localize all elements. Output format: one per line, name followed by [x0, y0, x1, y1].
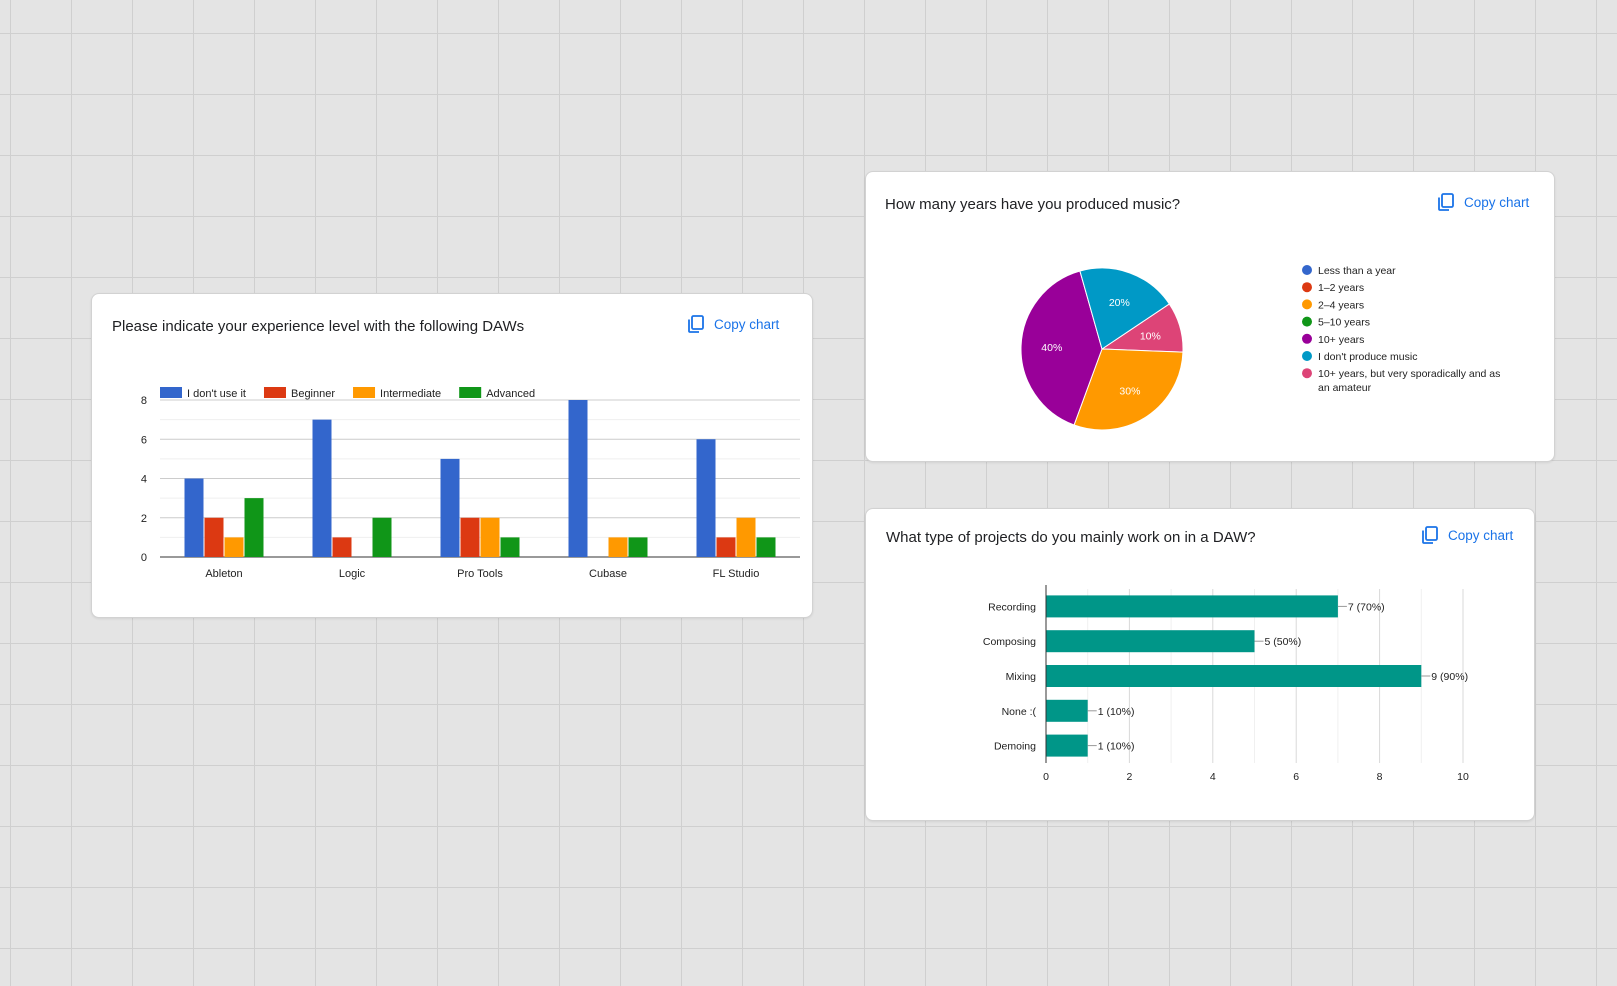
copy-chart-label: Copy chart: [1448, 527, 1514, 543]
bar: [736, 517, 756, 557]
years-producing-chart: 10% 30% 40% 20% Less than a year 1–2 years 2–4…: [1020, 265, 1500, 431]
pie-slice: [1079, 267, 1170, 350]
bar: [696, 439, 716, 557]
bar: [568, 400, 588, 557]
legend-label-continued: an amateur: [1318, 382, 1372, 394]
legend-label: Intermediate: [380, 388, 441, 400]
legend-label: 10+ years, but very sporadically and as: [1318, 368, 1500, 380]
bar: [332, 537, 352, 557]
legend-dot: [1302, 368, 1312, 379]
bar: [372, 517, 392, 557]
bar: [312, 419, 332, 557]
legend-label: I don't use it: [187, 388, 246, 400]
x-tick-label: Pro Tools: [457, 568, 503, 580]
legend-label: Less than a year: [1318, 265, 1396, 277]
pie-slice: [1020, 270, 1103, 426]
y-tick-label: 4: [141, 474, 147, 486]
bar: [480, 517, 500, 557]
project-types-card: What type of projects do you mainly work…: [865, 508, 1535, 821]
project-types-chart: 0 2 4 6 8 10 7 (70%) Recording 5 (50%) Composing 9…: [983, 585, 1469, 783]
y-category-label: Mixing: [1006, 671, 1037, 683]
bar: [204, 517, 224, 557]
x-tick-label: Cubase: [589, 568, 627, 580]
legend-label: 10+ years: [1318, 334, 1364, 346]
project-types-title: What type of projects do you mainly work…: [886, 529, 1256, 546]
bar: [1046, 630, 1255, 653]
legend-dot: [1302, 265, 1312, 275]
bar: [1046, 595, 1338, 618]
copy-icon: [1436, 192, 1456, 212]
bar: [608, 537, 628, 557]
legend-dot: [1302, 299, 1312, 310]
slice-label: 40%: [1041, 342, 1062, 354]
y-tick-label: 2: [141, 513, 147, 525]
value-label: 1 (10%): [1098, 706, 1135, 718]
daw-experience-chart: 0 2 4 6 8 Ableton Logic Pro Tools Cubase FL Studi…: [141, 387, 800, 580]
slice-label: 20%: [1109, 297, 1130, 309]
copy-chart-button[interactable]: Copy chart: [1420, 525, 1513, 545]
y-tick-label: 0: [141, 552, 147, 564]
bar: [1046, 699, 1088, 722]
x-tick-label: 2: [1126, 771, 1132, 783]
bar: [756, 537, 776, 557]
x-tick-label: Logic: [339, 568, 366, 580]
bar: [440, 458, 460, 557]
legend-label: Advanced: [486, 388, 535, 400]
daw-experience-card: Please indicate your experience level wi…: [91, 293, 813, 618]
daw-experience-title: Please indicate your experience level wi…: [112, 318, 525, 335]
legend-swatch: [353, 387, 376, 398]
legend-dot: [1302, 282, 1312, 293]
legend-swatch: [160, 387, 182, 398]
legend-label: 5–10 years: [1318, 317, 1370, 329]
bar: [244, 498, 264, 557]
bar: [1046, 665, 1422, 687]
legend-dot: [1302, 351, 1312, 361]
copy-chart-button[interactable]: Copy chart: [1436, 192, 1529, 212]
bar: [1046, 734, 1088, 757]
bar: [184, 478, 204, 557]
y-category-label: Recording: [988, 601, 1036, 613]
y-category-label: Composing: [983, 636, 1036, 648]
legend-label: 2–4 years: [1318, 299, 1364, 311]
y-category-label: Demoing: [994, 741, 1036, 753]
slice-label: 30%: [1119, 386, 1140, 398]
bar: [716, 537, 736, 557]
y-category-label: None :(: [1002, 706, 1037, 718]
years-producing-title: How many years have you produced music?: [885, 196, 1181, 213]
copy-chart-label: Copy chart: [1464, 194, 1530, 210]
value-label: 7 (70%): [1348, 601, 1385, 613]
value-label: 9 (90%): [1431, 671, 1468, 683]
value-label: 5 (50%): [1265, 636, 1302, 648]
copy-icon: [686, 314, 706, 334]
pie-slice: [1073, 348, 1184, 431]
bar: [460, 517, 480, 557]
x-tick-label: Ableton: [205, 568, 242, 580]
legend-swatch: [459, 387, 482, 398]
legend-label: I don't produce music: [1318, 351, 1417, 363]
slice-label: 10%: [1140, 330, 1161, 342]
copy-icon: [1420, 525, 1440, 545]
legend-label: 1–2 years: [1318, 282, 1364, 294]
legend-dot: [1302, 316, 1312, 327]
years-producing-card: How many years have you produced music? …: [865, 171, 1555, 462]
copy-chart-label: Copy chart: [714, 316, 780, 332]
legend-swatch: [263, 387, 286, 398]
x-tick-label: 6: [1293, 771, 1299, 783]
value-label: 1 (10%): [1098, 741, 1135, 753]
x-tick-label: 8: [1377, 771, 1383, 783]
x-tick-label: 0: [1043, 771, 1049, 783]
copy-chart-button[interactable]: Copy chart: [686, 314, 779, 334]
y-tick-label: 8: [141, 395, 147, 407]
x-tick-label: FL Studio: [713, 568, 760, 580]
bar: [500, 537, 520, 557]
bar: [628, 537, 648, 557]
bar: [224, 537, 244, 557]
legend-dot: [1302, 333, 1312, 344]
x-tick-label: 4: [1210, 771, 1216, 783]
y-tick-label: 6: [141, 434, 147, 446]
legend-label: Beginner: [291, 388, 335, 400]
x-tick-label: 10: [1457, 771, 1469, 783]
